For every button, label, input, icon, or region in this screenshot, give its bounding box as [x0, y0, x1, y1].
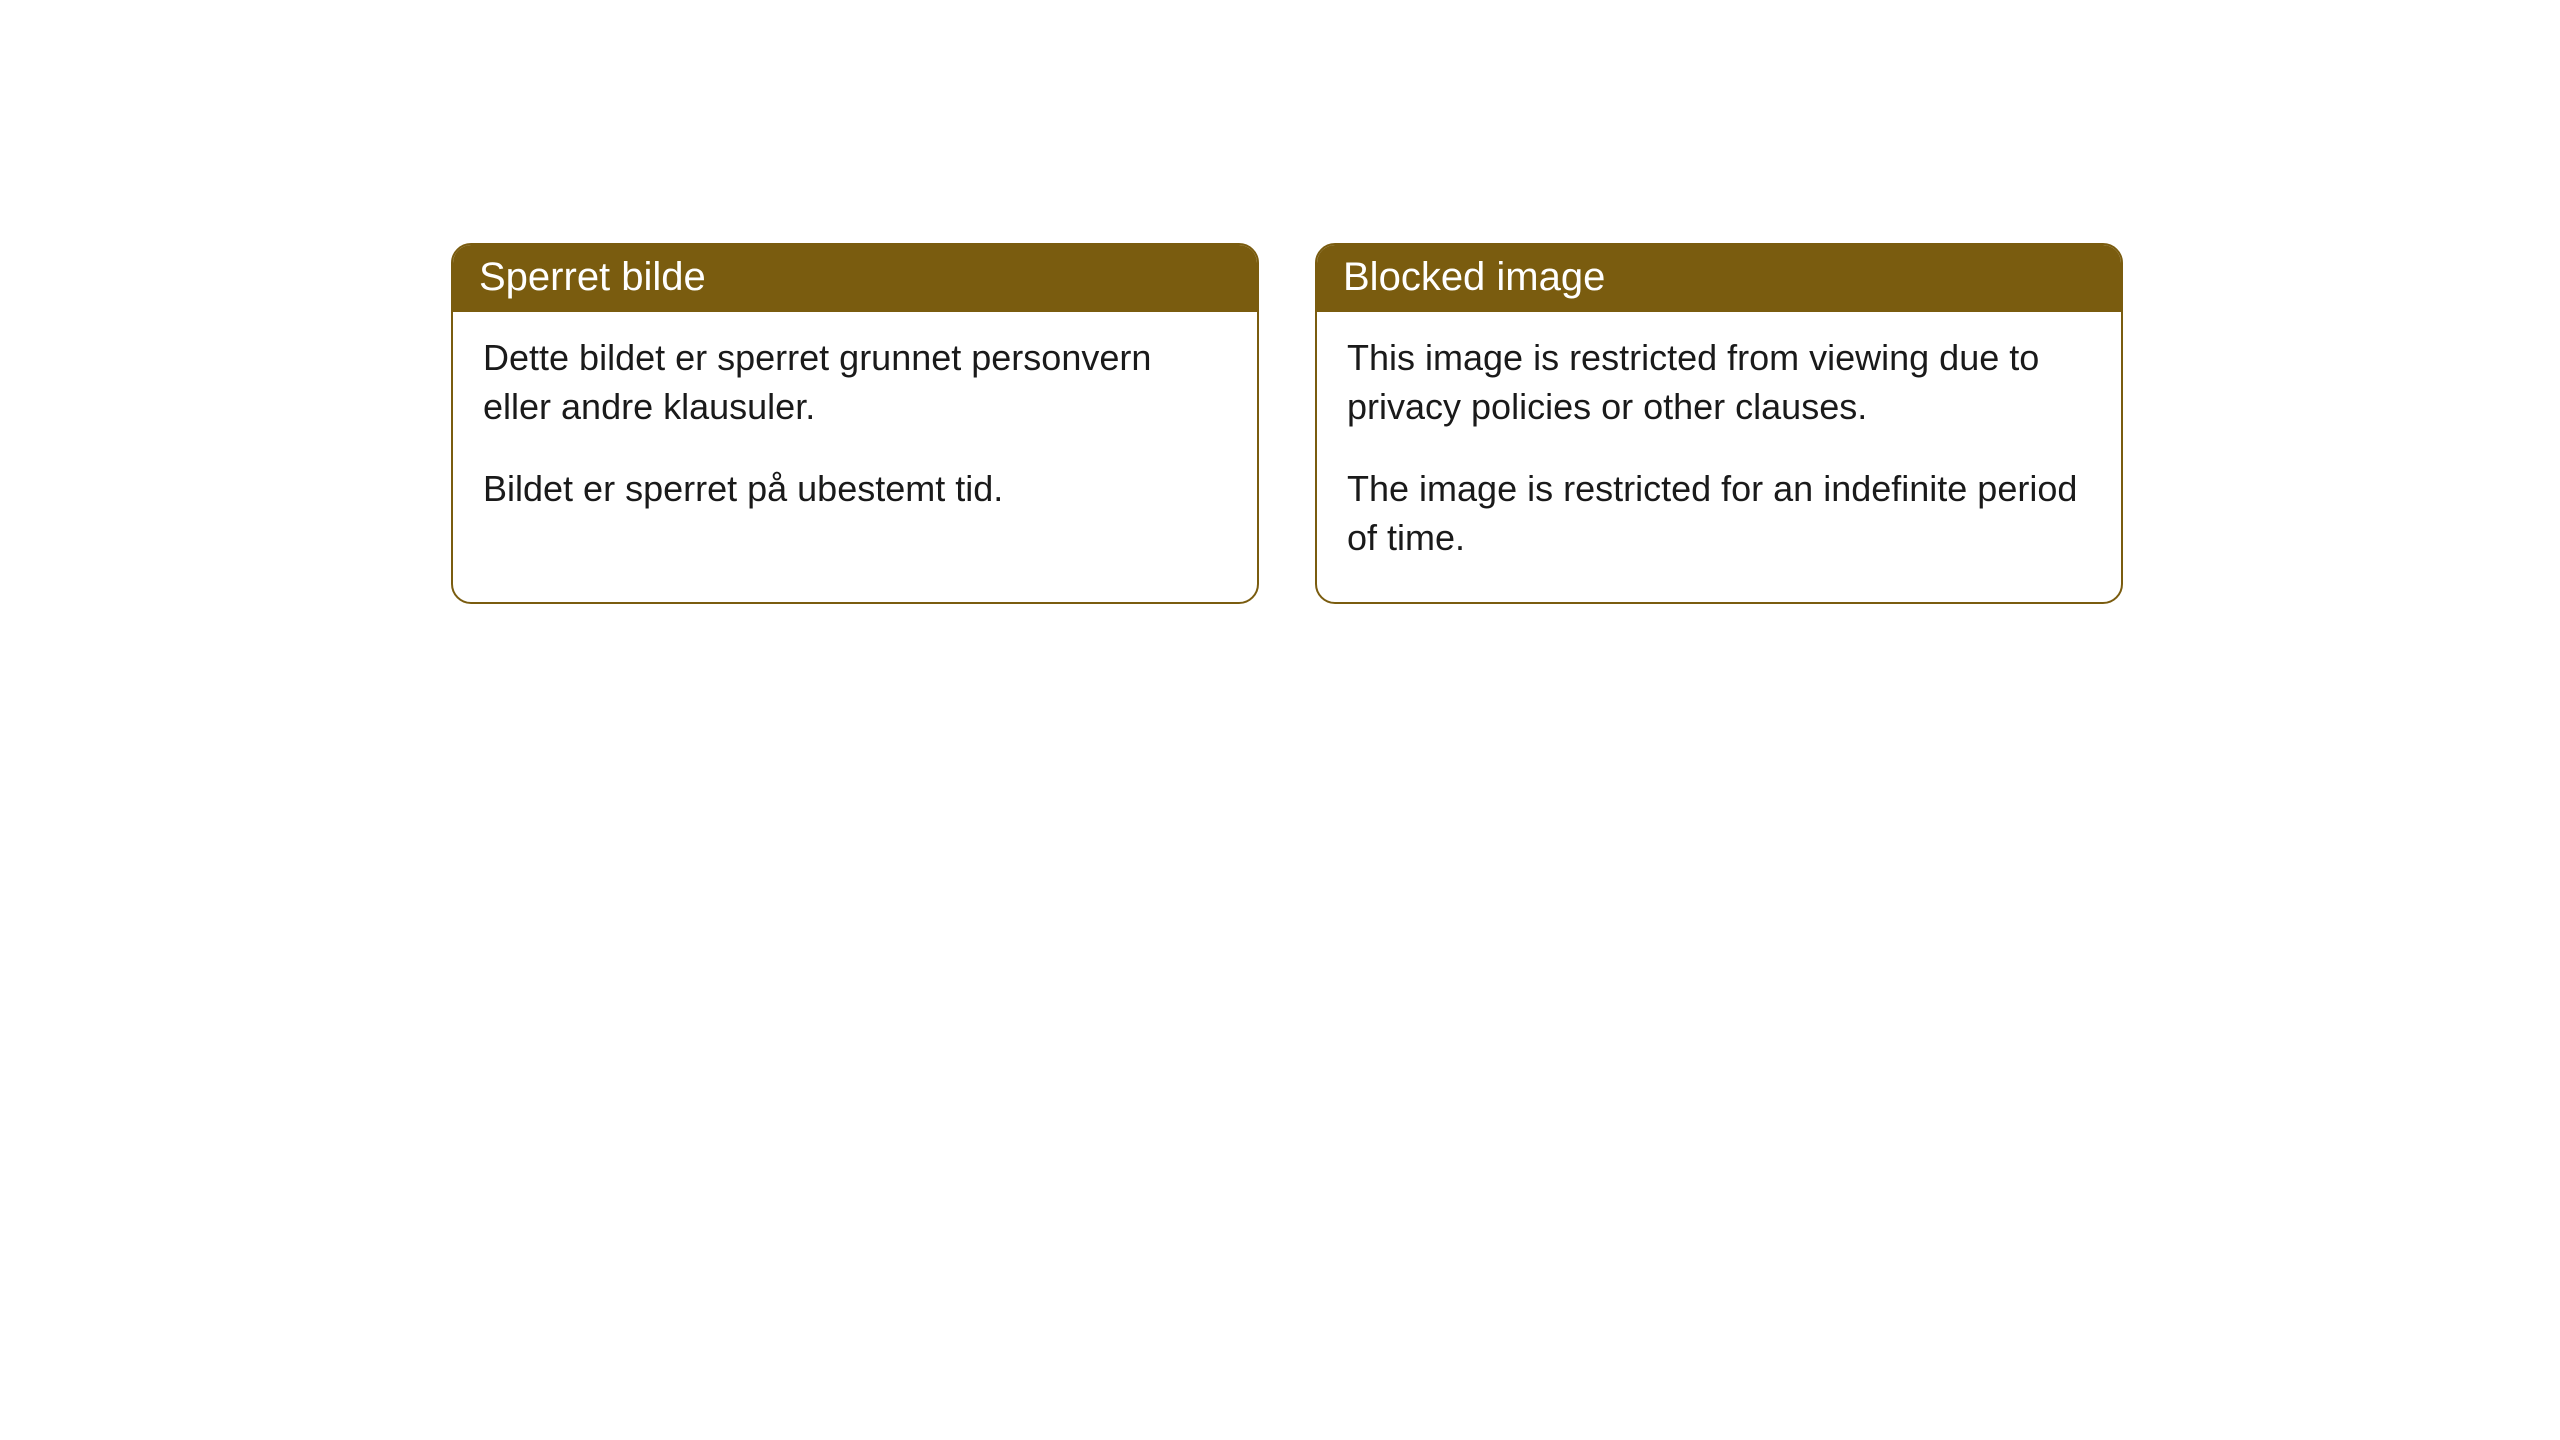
- card-header: Blocked image: [1317, 245, 2121, 312]
- card-header: Sperret bilde: [453, 245, 1257, 312]
- card-body: Dette bildet er sperret grunnet personve…: [453, 312, 1257, 554]
- notice-card-english: Blocked image This image is restricted f…: [1315, 243, 2123, 604]
- notice-paragraph-1: This image is restricted from viewing du…: [1347, 334, 2091, 431]
- notice-paragraph-2: Bildet er sperret på ubestemt tid.: [483, 465, 1227, 514]
- notice-paragraph-2: The image is restricted for an indefinit…: [1347, 465, 2091, 562]
- notice-card-norwegian: Sperret bilde Dette bildet er sperret gr…: [451, 243, 1259, 604]
- card-body: This image is restricted from viewing du…: [1317, 312, 2121, 602]
- notice-paragraph-1: Dette bildet er sperret grunnet personve…: [483, 334, 1227, 431]
- notice-container: Sperret bilde Dette bildet er sperret gr…: [0, 0, 2560, 604]
